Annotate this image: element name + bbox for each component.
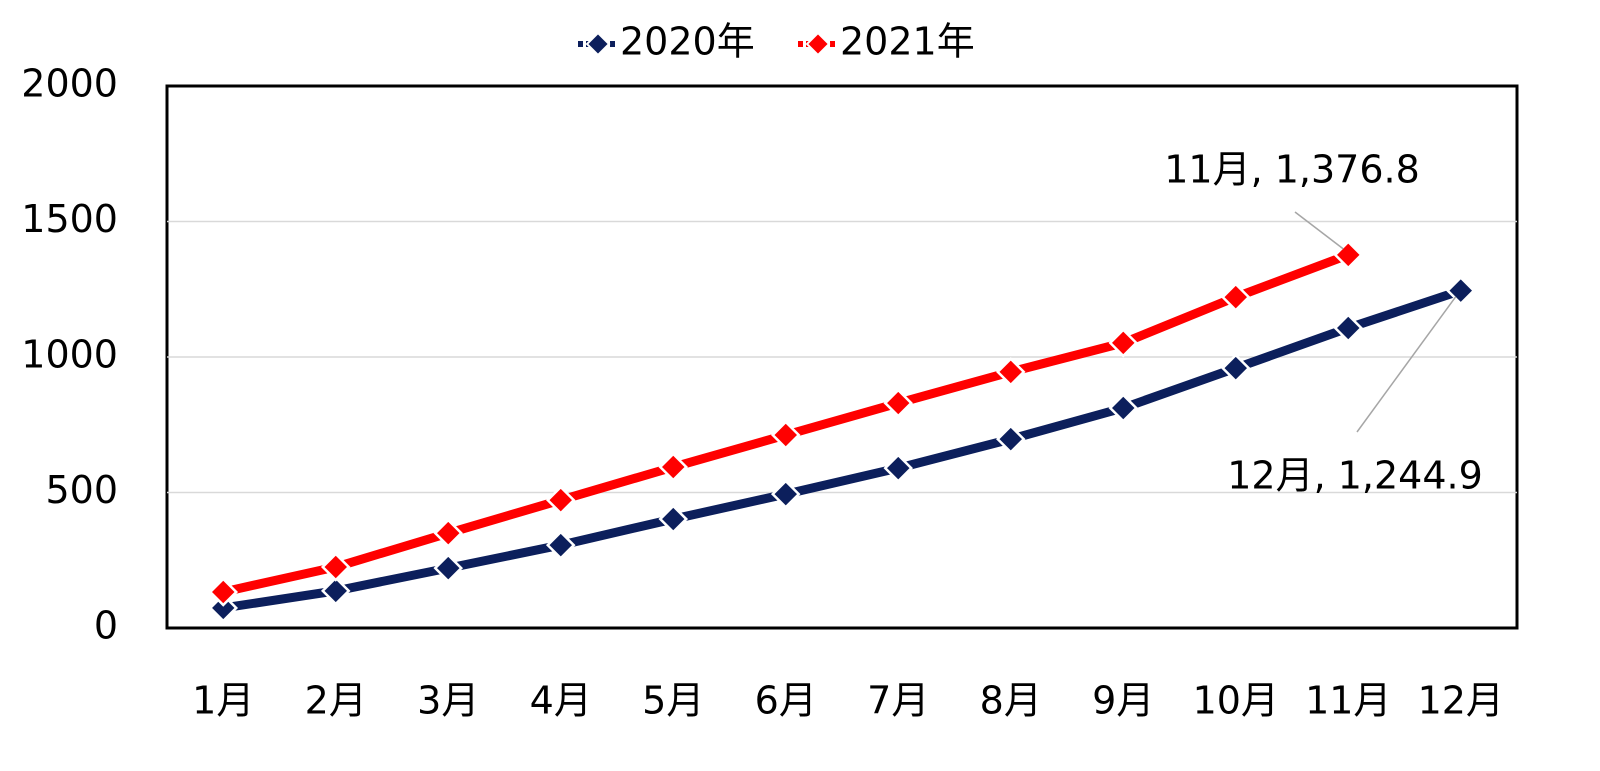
data-point bbox=[1333, 240, 1364, 270]
legend-marker bbox=[585, 31, 611, 57]
data-point bbox=[208, 577, 239, 607]
y-tick-label: 2000 bbox=[21, 62, 118, 106]
x-tick-label: 1月 bbox=[192, 679, 254, 723]
y-tick-label: 1500 bbox=[21, 197, 118, 241]
data-point bbox=[770, 479, 801, 509]
x-tick-label: 7月 bbox=[867, 679, 929, 723]
legend-label: 2020年 bbox=[620, 20, 755, 64]
data-point bbox=[320, 552, 351, 582]
y-tick-label: 1000 bbox=[21, 333, 118, 377]
x-tick-label: 4月 bbox=[530, 679, 592, 723]
data-point bbox=[658, 452, 689, 482]
data-point bbox=[1445, 275, 1476, 306]
data-point bbox=[995, 424, 1026, 454]
x-tick-label: 2月 bbox=[305, 679, 367, 723]
data-point bbox=[1333, 313, 1364, 343]
legend-marker bbox=[805, 31, 831, 57]
data-point bbox=[883, 453, 914, 483]
x-tick-label: 12月 bbox=[1418, 679, 1504, 723]
data-point bbox=[320, 576, 351, 606]
data-point bbox=[883, 388, 914, 418]
leader-line bbox=[1294, 211, 1344, 250]
data-point bbox=[770, 420, 801, 450]
y-tick-label: 500 bbox=[45, 468, 118, 512]
leader-line bbox=[1356, 296, 1457, 433]
data-point bbox=[658, 504, 689, 534]
x-tick-label: 9月 bbox=[1092, 679, 1154, 723]
data-point bbox=[1108, 393, 1139, 423]
data-point bbox=[545, 485, 576, 515]
legend-label: 2021年 bbox=[840, 20, 975, 64]
x-tick-label: 10月 bbox=[1193, 679, 1279, 723]
data-label: 11月, 1,376.8 bbox=[1164, 148, 1420, 192]
data-point bbox=[433, 553, 464, 583]
data-point bbox=[1220, 353, 1251, 383]
data-label: 12月, 1,244.9 bbox=[1227, 454, 1483, 498]
x-tick-label: 3月 bbox=[417, 679, 479, 723]
x-tick-label: 5月 bbox=[642, 679, 704, 723]
x-tick-label: 11月 bbox=[1305, 679, 1391, 723]
x-tick-label: 8月 bbox=[980, 679, 1042, 723]
data-point bbox=[545, 530, 576, 560]
y-tick-label: 0 bbox=[94, 604, 118, 648]
x-tick-label: 6月 bbox=[755, 679, 817, 723]
data-point bbox=[208, 593, 239, 623]
data-point bbox=[995, 357, 1026, 387]
data-point bbox=[1220, 282, 1251, 312]
series-line bbox=[222, 286, 1463, 613]
data-point bbox=[433, 518, 464, 548]
data-point bbox=[1108, 328, 1139, 358]
